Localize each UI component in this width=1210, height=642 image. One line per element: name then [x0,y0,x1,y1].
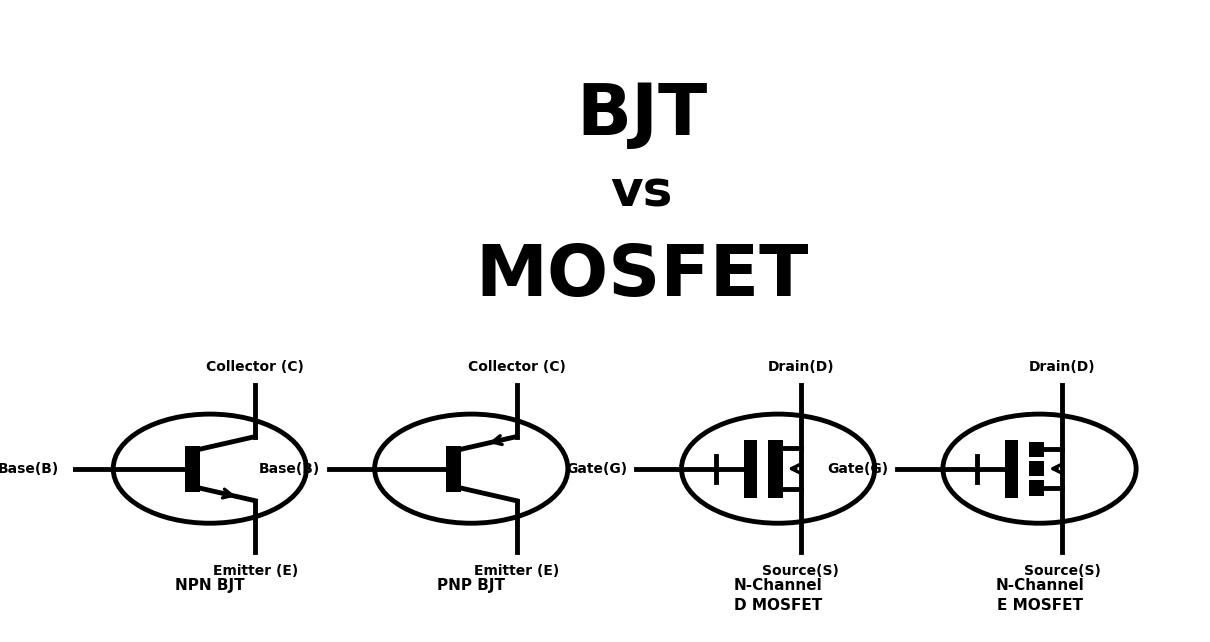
Bar [185,446,200,492]
Text: Collector (C): Collector (C) [468,360,565,374]
Text: Emitter (E): Emitter (E) [213,564,298,578]
Text: Gate(G): Gate(G) [566,462,627,476]
Text: Source(S): Source(S) [1024,564,1101,578]
Text: Drain(D): Drain(D) [767,360,834,374]
Text: Drain(D): Drain(D) [1028,360,1095,374]
Text: Base(B): Base(B) [259,462,321,476]
Bar [1006,440,1018,498]
Text: Emitter (E): Emitter (E) [474,564,559,578]
Text: Gate(G): Gate(G) [828,462,888,476]
Text: PNP BJT: PNP BJT [437,578,506,593]
Bar [1030,461,1044,476]
Text: Base(B): Base(B) [0,462,58,476]
Text: MOSFET: MOSFET [476,241,808,311]
Bar [1030,442,1044,457]
Text: Source(S): Source(S) [762,564,840,578]
Text: Collector (C): Collector (C) [207,360,304,374]
Bar [446,446,461,492]
Bar [744,440,756,498]
Bar [1030,480,1044,496]
Text: N-Channel
D MOSFET: N-Channel D MOSFET [733,578,823,612]
Text: NPN BJT: NPN BJT [175,578,244,593]
Text: vs: vs [611,169,673,216]
Bar [768,440,783,498]
Text: N-Channel
E MOSFET: N-Channel E MOSFET [995,578,1084,612]
Text: BJT: BJT [576,81,708,150]
